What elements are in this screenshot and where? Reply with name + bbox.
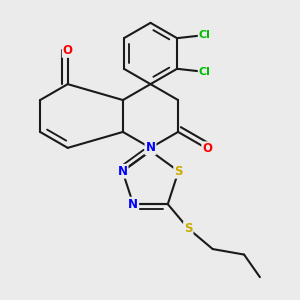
Text: S: S: [184, 222, 193, 235]
Text: Cl: Cl: [199, 30, 211, 40]
Text: N: N: [128, 198, 138, 211]
Text: N: N: [146, 141, 155, 154]
Text: O: O: [63, 44, 73, 57]
Text: O: O: [202, 142, 212, 155]
Text: N: N: [118, 165, 128, 178]
Text: S: S: [174, 165, 183, 178]
Text: Cl: Cl: [199, 67, 211, 77]
